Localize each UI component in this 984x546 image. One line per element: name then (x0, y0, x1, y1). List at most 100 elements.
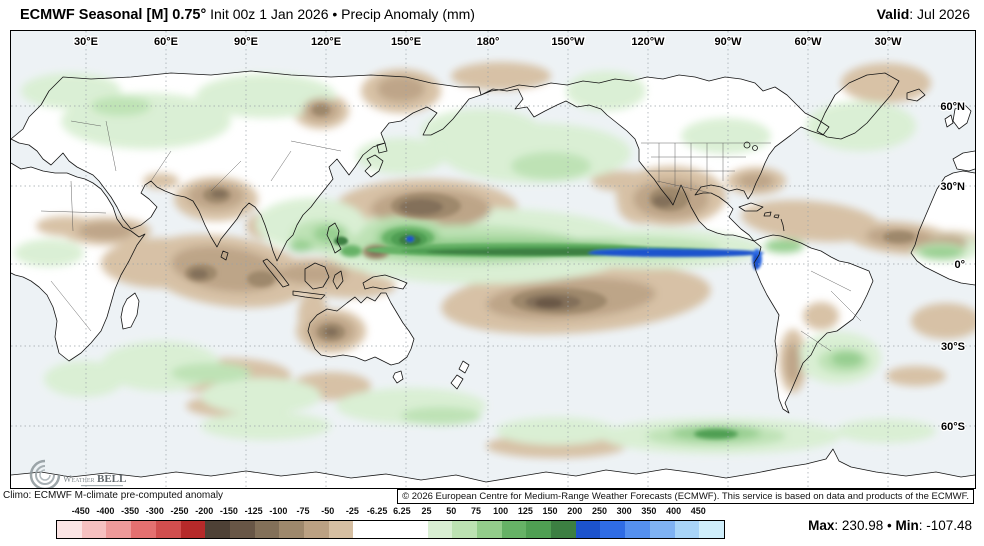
colorbar-segment (625, 521, 650, 538)
lon-label: 150°E (391, 36, 421, 48)
legend-tick-label: 6.25 (393, 506, 411, 516)
legend-tick-label: -6.25 (366, 506, 388, 516)
min-value: : -107.48 (918, 518, 972, 533)
colorbar-segment (279, 521, 305, 538)
lon-label: 90°E (234, 36, 258, 48)
internal-borders (40, 120, 862, 352)
max-value: : 230.98 (834, 518, 884, 533)
lon-label: 120°W (631, 36, 665, 48)
lon-label: 30°W (874, 36, 902, 48)
lon-label: 120°E (311, 36, 341, 48)
colorbar-segment (427, 521, 453, 538)
colorbar-segment (699, 521, 724, 538)
anomaly-shading-light (14, 62, 975, 458)
colorbar-segment (476, 521, 502, 538)
colorbar-segment (378, 521, 403, 538)
max-label: Max (808, 518, 835, 533)
lon-label: 60°W (794, 36, 822, 48)
min-label: Min (895, 518, 919, 533)
legend-tick-label: -150 (219, 506, 238, 516)
logo-bell-text: BELL (97, 473, 126, 485)
valid-value: : Jul 2026 (909, 6, 970, 22)
colorbar-segment (674, 521, 700, 538)
valid-date: Valid: Jul 2026 (877, 6, 970, 22)
colorbar-segment (304, 521, 329, 538)
legend-tick-label: -350 (121, 506, 140, 516)
legend-tick-label: 400 (666, 506, 682, 516)
max-min-readout: Max: 230.98 • Min: -107.48 (808, 518, 972, 533)
coastlines (11, 70, 975, 483)
legend-tick-label: -25 (345, 506, 359, 516)
title-detail: Init 00z 1 Jan 2026 • Precip Anomaly (mm… (206, 6, 475, 22)
colorbar-segment (229, 521, 255, 538)
colorbar-segment (254, 521, 280, 538)
copyright-box: © 2026 European Centre for Medium-Range … (397, 489, 974, 504)
colorbar-segment (551, 521, 576, 538)
longitude-labels: 30°E 60°E 90°E 120°E 150°E 180° 150°W 120°W 90°W… (73, 35, 904, 50)
lon-label: 60°E (154, 36, 178, 48)
legend-tick-label: 100 (493, 506, 509, 516)
colorbar-segment (526, 521, 552, 538)
legend-tick-label: 75 (470, 506, 481, 516)
maxmin-separator: • (883, 518, 896, 533)
colorbar-segment (353, 521, 379, 538)
lat-label: 0° (954, 259, 965, 271)
colorbar-segment (402, 521, 428, 538)
logo-tagline-bar (81, 485, 123, 487)
colorbar-segment (575, 521, 601, 538)
colorbar-segment (328, 521, 354, 538)
colorbar-segment (106, 521, 132, 538)
legend-tick-label: -400 (96, 506, 115, 516)
legend-tick-label: 300 (616, 506, 632, 516)
lat-label: 30°S (941, 341, 965, 353)
legend-tick-label: -100 (269, 506, 288, 516)
colorbar (56, 520, 725, 539)
climo-note: Climo: ECMWF M-climate pre-computed anom… (3, 490, 224, 501)
colorbar-segment (180, 521, 206, 538)
lat-label: 30°N (940, 181, 965, 193)
colorbar-segment (131, 521, 156, 538)
lat-label: 60°N (940, 101, 965, 113)
legend-tick-label: -200 (195, 506, 214, 516)
color-scale-legend: -450 -400 -350 -300 -250 -200 -150 -125 -100 -75 -… (0, 506, 984, 546)
legend-tick-label: 250 (591, 506, 607, 516)
title-model: ECMWF Seasonal [M] 0.75° (20, 7, 207, 23)
legend-tick-label: -450 (71, 506, 90, 516)
lon-label: 180° (477, 36, 500, 48)
colorbar-segment (649, 521, 675, 538)
equatorial-wet-plume (334, 231, 764, 270)
colorbar-segment (81, 521, 107, 538)
lon-label: 150°W (551, 36, 585, 48)
colorbar-segment (501, 521, 527, 538)
colorbar-segment (57, 521, 82, 538)
legend-tick-label: -75 (296, 506, 310, 516)
lon-label: 90°W (714, 36, 742, 48)
page-title: ECMWF Seasonal [M] 0.75° Init 00z 1 Jan … (20, 6, 475, 23)
legend-tick-label: 350 (641, 506, 657, 516)
graticule-gridlines (11, 31, 975, 488)
legend-tick-label: 450 (690, 506, 706, 516)
legend-tick-label: -250 (170, 506, 189, 516)
latitude-labels: 60°N 30°N 0° 30°S 60°S (939, 100, 966, 435)
weatherbell-logo: Weather BELL (29, 459, 126, 488)
legend-tick-label: 125 (517, 506, 533, 516)
world-precip-anomaly-map: 30°E 60°E 90°E 120°E 150°E 180° 150°W 120°W 90°W… (10, 30, 976, 489)
legend-tick-label: -125 (244, 506, 263, 516)
colorbar-segment (600, 521, 626, 538)
lon-label: 30°E (74, 36, 98, 48)
logo-weather-text: Weather (63, 474, 95, 484)
legend-tick-label: 25 (421, 506, 432, 516)
legend-tick-label: 150 (542, 506, 558, 516)
colorbar-segment (205, 521, 230, 538)
legend-tick-label: 200 (567, 506, 583, 516)
legend-tick-label: -300 (145, 506, 164, 516)
legend-tick-label: 50 (446, 506, 457, 516)
legend-tick-label: -50 (321, 506, 335, 516)
valid-label: Valid (876, 6, 910, 22)
legend-tick-labels: -450 -400 -350 -300 -250 -200 -150 -125 -100 -75 -… (56, 506, 723, 519)
lat-label: 60°S (941, 421, 965, 433)
colorbar-segment (155, 521, 181, 538)
colorbar-segment (452, 521, 477, 538)
header: ECMWF Seasonal [M] 0.75° Init 00z 1 Jan … (0, 0, 984, 30)
